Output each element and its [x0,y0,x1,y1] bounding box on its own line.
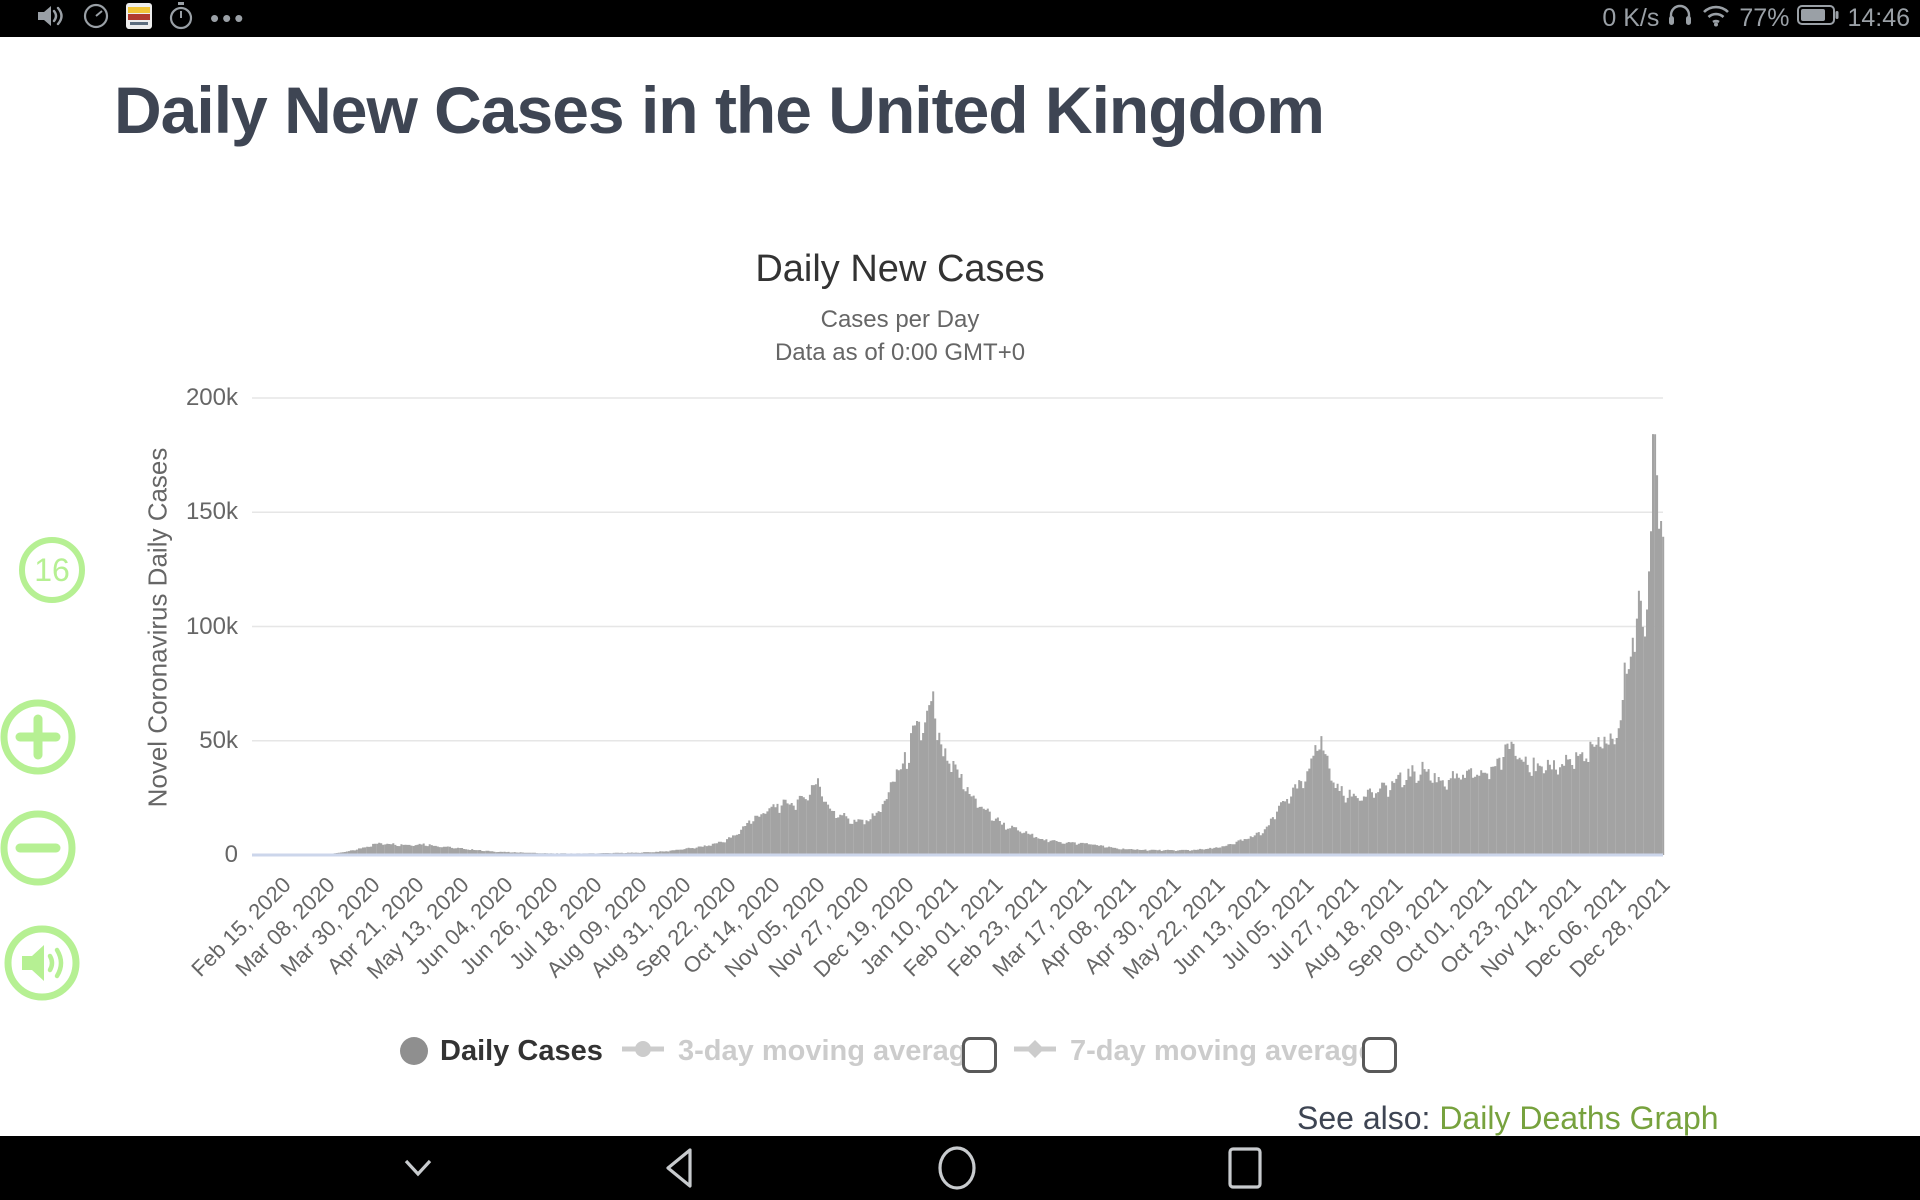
chart-subtitle-1: Cases per Day [820,306,980,333]
wifi-icon [1701,2,1731,35]
battery-icon [1797,4,1839,33]
recents-button[interactable] [1185,1136,1305,1200]
status-bar: ••• 0 K/s 77% 14:46 [0,0,1920,37]
legend-label: 7-day moving average [1070,1034,1375,1067]
sound-button[interactable] [4,925,80,1001]
volume-icon [36,3,66,34]
hide-nav-button[interactable] [358,1136,478,1200]
line-diamond-marker-icon [1012,1037,1058,1066]
app-icon [126,3,152,34]
headset-icon [1667,2,1693,35]
battery-percent: 77% [1739,4,1790,32]
checkbox-3day-avg[interactable] [962,1037,997,1073]
screen-record-icon [82,2,110,35]
y-tick-label: 100k [185,612,238,640]
status-bar-left-icons: ••• [36,0,246,37]
recorder-count-value: 16 [34,552,70,588]
clock-time: 14:46 [1847,4,1910,32]
home-circle-icon [938,1146,976,1190]
y-tick-label: 50k [199,726,238,754]
more-notifications-icon: ••• [210,3,247,33]
timer-icon [168,2,194,35]
daily-cases-bars [319,434,1665,855]
daily-cases-marker-icon [400,1037,428,1065]
y-tick-label: 200k [185,384,238,411]
y-tick-label: 150k [185,498,238,526]
legend-item-7day-avg[interactable]: 7-day moving average [1012,1030,1375,1072]
legend-label: Daily Cases [440,1034,603,1067]
chart-subtitle-2: Data as of 0:00 GMT+0 [774,339,1026,366]
legend-item-daily-cases[interactable]: Daily Cases [400,1030,603,1072]
navigation-bar [0,1136,1920,1200]
see-also-label: See also: [1297,1100,1431,1136]
y-tick-label: 0 [224,841,238,868]
network-speed: 0 K/s [1602,4,1660,32]
recorder-count-badge[interactable]: 16 [19,537,85,603]
zoom-in-button[interactable] [0,699,76,775]
chart-title: Daily New Cases [755,248,1045,290]
checkbox-7day-avg[interactable] [1362,1037,1397,1073]
back-button[interactable] [620,1136,740,1200]
see-also: See also: Daily Deaths Graph [1297,1100,1719,1137]
recents-square-icon [1228,1147,1262,1189]
page-title: Daily New Cases in the United Kingdom [114,73,1325,147]
line-circle-marker-icon [620,1037,666,1066]
speaker-icon [22,945,44,981]
legend-label: 3-day moving average [678,1034,983,1067]
status-bar-right: 0 K/s 77% 14:46 [1602,0,1910,37]
zoom-out-button[interactable] [0,810,76,886]
legend-item-3day-avg[interactable]: 3-day moving average [620,1030,983,1072]
daily-deaths-graph-link[interactable]: Daily Deaths Graph [1439,1100,1719,1136]
back-triangle-icon [666,1148,692,1188]
home-button[interactable] [897,1136,1017,1200]
chevron-down-icon [404,1159,432,1177]
